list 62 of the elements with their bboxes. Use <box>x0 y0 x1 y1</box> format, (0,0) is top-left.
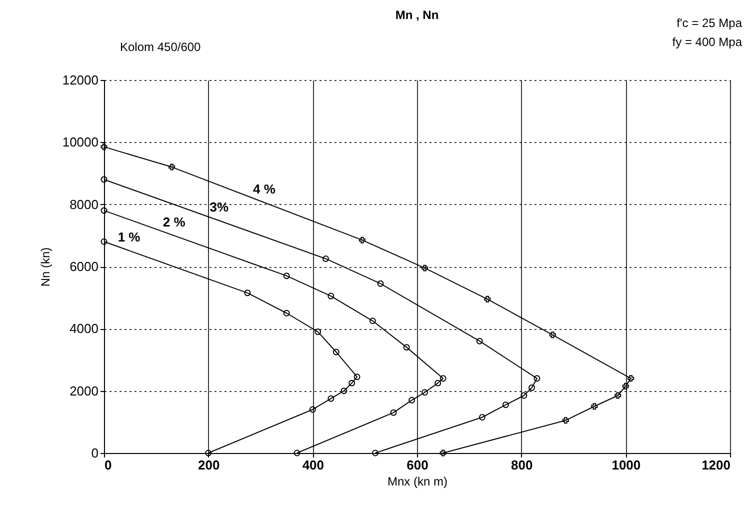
y-tick-label: 10000 <box>62 134 98 150</box>
y-tick-label: 6000 <box>70 259 98 274</box>
y-axis-title: Nn (kn) <box>38 247 52 287</box>
point <box>614 392 622 399</box>
point <box>283 310 290 316</box>
point <box>314 328 322 336</box>
point <box>390 409 397 416</box>
point <box>403 344 410 351</box>
point <box>354 374 360 380</box>
x-tick-label: 400 <box>302 458 324 472</box>
point <box>168 164 176 170</box>
point <box>502 402 509 408</box>
point <box>328 395 334 402</box>
text: f'c = 25 Mpa <box>676 16 742 30</box>
point <box>328 292 334 300</box>
y-tick-label: 4000 <box>70 321 98 336</box>
series-label: 4 % <box>253 181 276 196</box>
y-tick-label: 8000 <box>70 196 98 212</box>
point <box>549 332 556 338</box>
point <box>476 338 483 344</box>
point <box>478 414 486 420</box>
x-axis-title: Mnx (kn m) <box>388 474 448 488</box>
point <box>534 375 540 382</box>
x-tick-label: 1200 <box>702 458 730 472</box>
y-tick-label: 2000 <box>70 383 98 398</box>
point <box>484 296 491 302</box>
point <box>408 396 416 404</box>
x-tick-label: 0 <box>104 458 112 472</box>
point <box>422 389 428 396</box>
point <box>283 272 290 280</box>
text: fy = 400 Mpa <box>672 35 742 49</box>
x-tick-label: 1000 <box>612 458 641 472</box>
point <box>244 290 251 296</box>
series-label: 1 % <box>118 230 141 245</box>
point <box>440 450 446 456</box>
point <box>369 318 376 324</box>
x-tick-label: 800 <box>510 458 533 472</box>
point <box>520 392 528 399</box>
y-tick-label: 12000 <box>62 72 98 88</box>
series-label: 3% <box>210 200 230 215</box>
point <box>434 380 442 386</box>
chart-title: Mn , Nn <box>395 8 439 22</box>
point <box>562 417 569 424</box>
point <box>528 384 536 391</box>
point <box>332 348 340 356</box>
text: Kolom 450/600 <box>120 40 202 54</box>
x-tick-label: 600 <box>406 458 428 472</box>
y-tick-label: 0 <box>91 446 98 460</box>
point <box>322 255 329 262</box>
point <box>340 388 348 394</box>
point <box>628 375 634 382</box>
point <box>422 264 428 272</box>
point <box>309 406 316 413</box>
point <box>440 375 446 382</box>
point <box>348 380 356 386</box>
series-label: 2 % <box>162 214 186 230</box>
point <box>100 144 108 150</box>
point <box>377 280 384 287</box>
point <box>358 236 366 244</box>
x-tick-label: 200 <box>198 458 220 472</box>
point <box>622 382 629 390</box>
point <box>591 403 598 410</box>
